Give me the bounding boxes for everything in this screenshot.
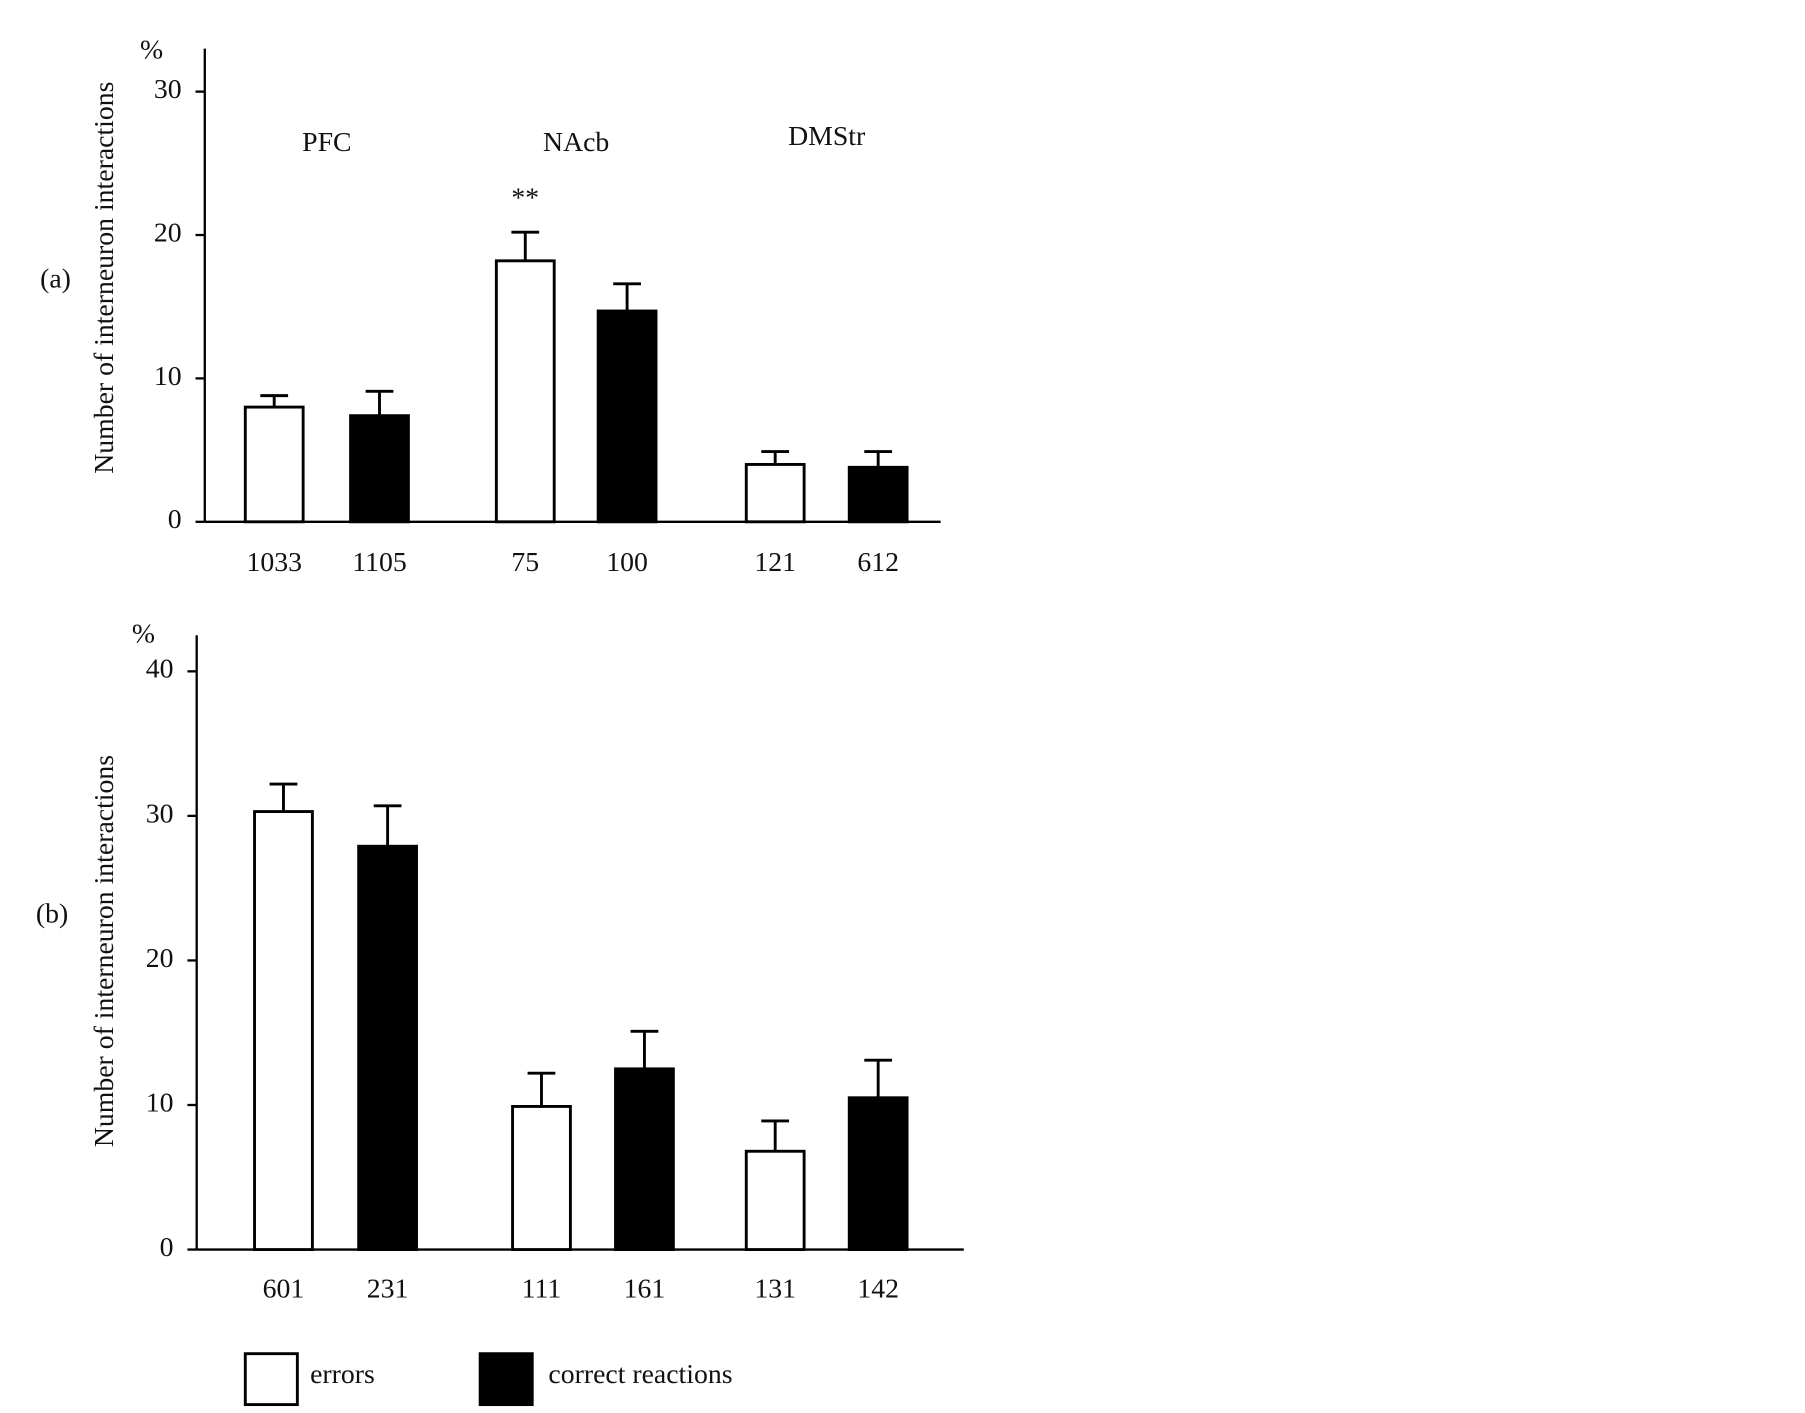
- y-unit: %: [132, 619, 155, 650]
- y-tick-label: 20: [146, 943, 174, 974]
- group-label: PFC: [302, 127, 351, 158]
- legend-label: correct reactions: [548, 1359, 732, 1390]
- legend-label: errors: [310, 1359, 375, 1390]
- bar: [614, 1067, 675, 1252]
- x-tick-label: 612: [857, 547, 899, 578]
- x-tick-label: 142: [857, 1274, 899, 1305]
- bar: [511, 1105, 572, 1252]
- y-tick-label: 0: [168, 504, 182, 535]
- y-tick-label: 0: [160, 1232, 174, 1263]
- x-tick-label: 100: [606, 547, 648, 578]
- y-axis-label: Number of interneuron interactions: [89, 82, 120, 474]
- x-tick-label: 161: [624, 1274, 666, 1305]
- bar: [596, 309, 658, 524]
- x-tick-label: 75: [511, 547, 539, 578]
- group-label: DMStr: [788, 121, 865, 152]
- significance-mark: **: [511, 183, 539, 214]
- x-tick-label: 121: [754, 547, 796, 578]
- y-tick-label: 30: [146, 798, 174, 829]
- legend-swatch: [478, 1352, 534, 1407]
- y-unit: %: [140, 34, 163, 65]
- x-tick-label: 1105: [352, 547, 406, 578]
- panel-label: (b): [36, 899, 68, 930]
- bar: [744, 463, 806, 524]
- bar: [253, 810, 314, 1252]
- x-tick-label: 111: [522, 1274, 562, 1305]
- x-tick-label: 1033: [246, 547, 302, 578]
- y-tick-label: 30: [154, 74, 182, 105]
- x-tick-label: 131: [754, 1274, 796, 1305]
- bar: [847, 465, 909, 524]
- y-axis-label: Number of interneuron interactions: [89, 755, 120, 1147]
- bar: [494, 259, 556, 524]
- group-label: NAcb: [543, 127, 609, 158]
- x-tick-label: 601: [263, 1274, 305, 1305]
- x-tick-label: 231: [367, 1274, 409, 1305]
- bar: [744, 1149, 806, 1252]
- y-tick-label: 40: [146, 654, 174, 685]
- bar: [357, 844, 418, 1252]
- panel-label: (a): [40, 264, 71, 295]
- bar: [847, 1096, 909, 1252]
- bar: [349, 414, 410, 524]
- legend-swatch: [243, 1352, 299, 1407]
- y-tick-label: 10: [154, 361, 182, 392]
- bar: [243, 405, 305, 524]
- y-tick-label: 20: [154, 217, 182, 248]
- y-tick-label: 10: [146, 1087, 174, 1118]
